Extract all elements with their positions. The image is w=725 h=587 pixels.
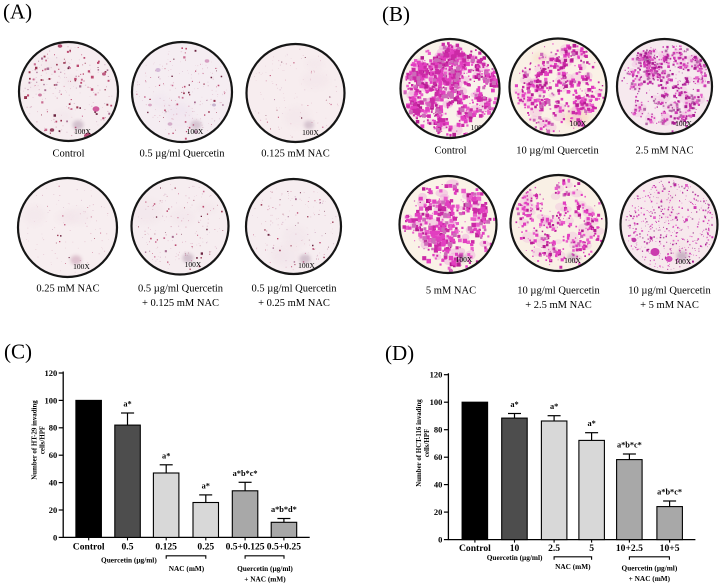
svg-text:a*: a* [123,400,131,409]
svg-text:100X: 100X [570,119,587,128]
svg-text:(D): (D) [385,341,414,365]
svg-text:100X: 100X [675,119,692,128]
svg-text:+ 5 mM NAC: + 5 mM NAC [640,300,699,311]
svg-text:a*b*c*: a*b*c* [617,441,642,450]
svg-text:0.25 mM NAC: 0.25 mM NAC [36,284,99,295]
svg-text:5 mM NAC: 5 mM NAC [426,286,476,297]
svg-text:10 µg/ml Quercetin: 10 µg/ml Quercetin [516,146,599,157]
svg-text:5: 5 [589,543,594,554]
svg-text:+ 0.125 mM NAC: + 0.125 mM NAC [142,298,219,309]
svg-text:100: 100 [44,395,57,405]
svg-text:100X: 100X [456,255,473,264]
svg-text:100X: 100X [298,261,315,270]
svg-text:0.5 µg/ml Quercetin: 0.5 µg/ml Quercetin [251,284,337,295]
svg-text:Quercetin (µg/ml): Quercetin (µg/ml) [487,553,543,562]
svg-text:Quercetin (µg/ml): Quercetin (µg/ml) [237,564,293,573]
svg-text:0: 0 [53,532,57,542]
svg-text:10+5: 10+5 [660,543,680,554]
svg-text:a*: a* [162,451,170,460]
svg-text:Control: Control [434,146,466,157]
svg-text:(C): (C) [4,340,32,364]
svg-text:a*: a* [587,419,595,428]
svg-text:60: 60 [434,452,443,462]
svg-text:+ 0.25 mM NAC: + 0.25 mM NAC [258,298,330,309]
svg-text:100X: 100X [302,128,319,137]
svg-text:+ NAC (mM): + NAC (mM) [244,575,286,584]
svg-text:(A): (A) [3,0,32,24]
svg-text:100X: 100X [187,127,204,136]
svg-text:NAC (mM): NAC (mM) [169,564,205,573]
svg-text:Number of HCT-116 invading: Number of HCT-116 invading [416,399,423,487]
svg-text:120: 120 [430,370,443,380]
svg-text:2.5: 2.5 [548,543,560,554]
svg-text:0.5 µg/ml Quercetin: 0.5 µg/ml Quercetin [139,149,225,160]
svg-text:a*b*c*: a*b*c* [657,488,682,497]
svg-text:a*b*c*: a*b*c* [233,469,258,478]
svg-text:Quercetin (µg/ml): Quercetin (µg/ml) [101,556,157,565]
svg-text:100X: 100X [564,256,581,265]
svg-text:0: 0 [438,535,442,545]
svg-text:100X: 100X [74,127,91,136]
svg-text:a*: a* [550,402,558,411]
svg-text:Quercetin (µg/ml): Quercetin (µg/ml) [622,564,678,573]
svg-text:2.5 mM NAC: 2.5 mM NAC [635,146,693,157]
svg-text:120: 120 [44,368,57,378]
svg-text:NAC (mM): NAC (mM) [555,562,591,571]
svg-text:0.125 mM NAC: 0.125 mM NAC [261,149,330,160]
svg-text:Number of HT-29 invading: Number of HT-29 invading [31,400,38,480]
svg-text:40: 40 [434,480,443,490]
svg-text:80: 80 [434,425,443,435]
svg-text:+ 2.5 mM NAC: + 2.5 mM NAC [525,300,592,311]
svg-text:10+2.5: 10+2.5 [616,543,643,554]
svg-text:100: 100 [430,397,443,407]
svg-text:cells/HPF: cells/HPF [39,426,46,454]
svg-text:Control: Control [73,542,105,553]
svg-text:Control: Control [459,543,491,554]
svg-text:0.5+0.25: 0.5+0.25 [267,542,301,553]
svg-text:0.5+0.125: 0.5+0.125 [226,542,265,553]
svg-text:10: 10 [510,543,520,554]
svg-text:100X: 100X [675,257,692,266]
svg-text:60: 60 [49,450,58,460]
svg-text:10 µg/ml Quercetin: 10 µg/ml Quercetin [517,286,600,297]
svg-text:20: 20 [49,505,58,515]
svg-text:0.25: 0.25 [197,542,214,553]
svg-text:0.125: 0.125 [155,542,177,553]
svg-text:100X: 100X [73,262,90,271]
svg-text:0.5: 0.5 [122,542,134,553]
svg-text:20: 20 [434,507,443,517]
svg-text:a*: a* [510,400,518,409]
svg-text:0.5 µg/ml Quercetin: 0.5 µg/ml Quercetin [138,284,224,295]
svg-text:10 µg/ml Quercetin: 10 µg/ml Quercetin [628,286,711,297]
svg-text:80: 80 [49,423,58,433]
svg-text:a*: a* [202,481,210,490]
svg-text:+ NAC (mM): + NAC (mM) [629,574,671,583]
svg-text:a*b*d*: a*b*d* [271,505,297,514]
svg-text:40: 40 [49,478,58,488]
svg-text:100X: 100X [185,260,202,269]
svg-text:Control: Control [52,149,84,160]
svg-text:(B): (B) [382,2,410,26]
svg-text:cells/HPF: cells/HPF [424,429,431,457]
